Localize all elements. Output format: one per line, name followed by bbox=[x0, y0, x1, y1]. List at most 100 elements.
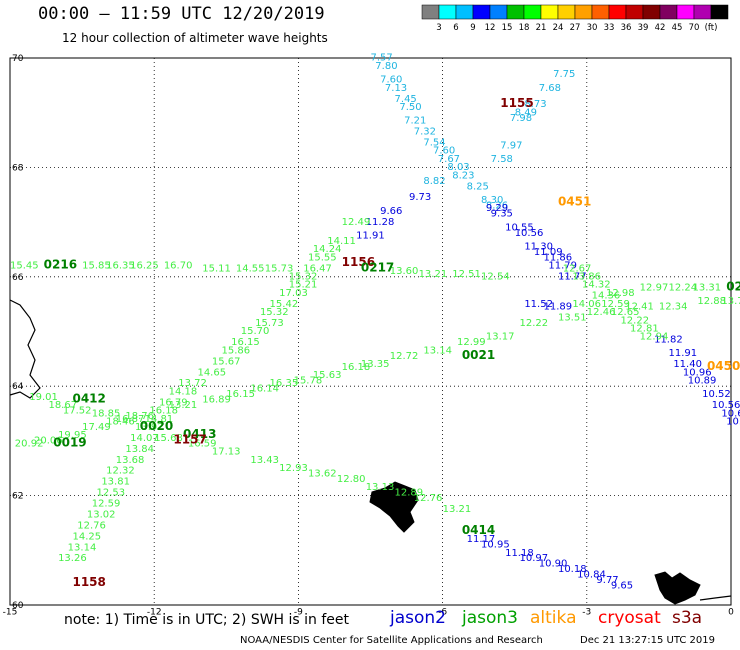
legend-altika: altika bbox=[530, 608, 577, 628]
swh-point: 13.14 bbox=[68, 542, 97, 553]
swh-point: 11.82 bbox=[654, 334, 683, 345]
x-tick-label: -3 bbox=[582, 608, 591, 618]
swh-point: 10.97 bbox=[520, 553, 549, 564]
swh-points: 7.577.807.607.137.457.507.217.327.547.60… bbox=[10, 53, 740, 592]
swh-point: 12.59 bbox=[92, 499, 121, 510]
scotland-coast bbox=[699, 595, 732, 601]
swh-point: 16.18 bbox=[342, 362, 371, 373]
colorbar-label: 45 bbox=[672, 23, 683, 33]
track-time-label: 0020 bbox=[140, 419, 173, 433]
swh-point: 8.25 bbox=[467, 181, 489, 192]
swh-point: 15.32 bbox=[260, 307, 289, 318]
swh-point: 16.14 bbox=[250, 384, 279, 395]
swh-point: 10.84 bbox=[577, 570, 606, 581]
track-time-label: 1157 bbox=[173, 433, 206, 447]
swh-point: 15.86 bbox=[221, 345, 250, 356]
x-tick-label: -15 bbox=[3, 608, 18, 618]
swh-point: 12.94 bbox=[640, 332, 669, 343]
colorbar-swatch bbox=[659, 4, 678, 20]
swh-point: 11.52 bbox=[524, 299, 553, 310]
swh-point: 16.18 bbox=[149, 406, 178, 417]
colorbar-label: 70 bbox=[689, 23, 700, 33]
swh-point: 7.60 bbox=[380, 75, 402, 86]
shetland-islands bbox=[654, 571, 701, 605]
swh-point: 12.88 bbox=[697, 296, 726, 307]
swh-point: 12.59 bbox=[601, 299, 630, 310]
swh-point: 16.79 bbox=[159, 397, 188, 408]
colorbar-label: 18 bbox=[519, 23, 530, 33]
colorbar: 3 6 9 12 15 18 21 24 27 30 33 36 39 42 45 70 (ft) bbox=[421, 4, 729, 33]
swh-point: 14.24 bbox=[313, 244, 342, 255]
swh-point: 15.85 bbox=[82, 261, 111, 272]
swh-point: 17.13 bbox=[212, 447, 241, 458]
swh-point: 8.49 bbox=[515, 107, 537, 118]
colorbar-label: 42 bbox=[655, 23, 666, 33]
swh-point: 13.21 bbox=[419, 269, 448, 280]
swh-point: 12.65 bbox=[611, 307, 640, 318]
track-time-label: 0413 bbox=[183, 427, 216, 441]
colorbar-swatch bbox=[574, 4, 593, 20]
swh-point: 12.54 bbox=[481, 272, 510, 283]
swh-point: 13.86 bbox=[572, 272, 601, 283]
footnote: note: 1) Time is in UTC; 2) SWH is in fe… bbox=[64, 612, 350, 628]
swh-point: 17.52 bbox=[63, 406, 92, 417]
swh-point: 10.56 bbox=[712, 400, 740, 411]
colorbar-swatch bbox=[506, 4, 525, 20]
swh-point: 19.01 bbox=[29, 392, 58, 403]
swh-point: 17.49 bbox=[82, 422, 111, 433]
swh-point: 7.97 bbox=[500, 140, 522, 151]
y-tick-label: 70 bbox=[12, 54, 24, 64]
swh-point: 12.98 bbox=[606, 288, 635, 299]
swh-point: 14.06 bbox=[572, 299, 601, 310]
legend-jason2: jason2 bbox=[390, 608, 446, 628]
swh-point: 15.78 bbox=[294, 375, 323, 386]
y-tick-labels: 60 62 64 66 68 70 bbox=[12, 54, 24, 611]
swh-point: 18.76 bbox=[125, 411, 154, 422]
swh-point: 7.98 bbox=[510, 113, 532, 124]
swh-point: 15.32 bbox=[289, 272, 318, 283]
swh-point: 13.72 bbox=[178, 378, 207, 389]
swh-point: 13.21 bbox=[169, 400, 198, 411]
swh-point: 7.68 bbox=[539, 83, 561, 94]
swh-point: 18.46 bbox=[106, 416, 135, 427]
swh-point: 7.21 bbox=[404, 116, 426, 127]
page-title: 00:00 — 11:59 UTC 12/20/2019 bbox=[38, 4, 325, 24]
swh-point: 12.32 bbox=[106, 466, 135, 477]
swh-point: 16.15 bbox=[231, 337, 260, 348]
swh-point: 15.11 bbox=[202, 263, 231, 274]
colorbar-label: 21 bbox=[536, 23, 547, 33]
track-time-label: 0021 bbox=[462, 348, 495, 362]
swh-point: 10.18 bbox=[558, 564, 587, 575]
y-tick-label: 64 bbox=[12, 382, 24, 392]
swh-point: 15.73 bbox=[265, 263, 294, 274]
swh-point: 16.70 bbox=[164, 261, 193, 272]
swh-point: 7.67 bbox=[438, 154, 460, 165]
swh-point: 7.75 bbox=[553, 69, 575, 80]
swh-point: 12.34 bbox=[659, 302, 688, 313]
track-time-label: 1158 bbox=[72, 575, 105, 589]
colorbar-label: 3 bbox=[436, 23, 441, 33]
swh-point: 12.46 bbox=[587, 307, 616, 318]
swh-point: 13.51 bbox=[558, 313, 587, 324]
swh-point: 12.22 bbox=[520, 318, 549, 329]
colorbar-swatch bbox=[472, 4, 491, 20]
swh-point: 12.80 bbox=[337, 474, 366, 485]
colorbar-swatch bbox=[523, 4, 542, 20]
swh-point: 17.03 bbox=[279, 288, 308, 299]
swh-point: 12.22 bbox=[620, 315, 649, 326]
track-time-label: 1155 bbox=[500, 96, 533, 110]
swh-point: 16.15 bbox=[226, 389, 255, 400]
swh-point: 12.89 bbox=[395, 488, 424, 499]
swh-point: 8.73 bbox=[524, 99, 546, 110]
colorbar-label: 36 bbox=[621, 23, 632, 33]
swh-point: 10.55 bbox=[505, 222, 534, 233]
swh-point: 20.92 bbox=[15, 438, 44, 449]
swh-point: 16.87 bbox=[116, 414, 145, 425]
y-tick-label: 62 bbox=[12, 492, 23, 502]
plot-frame bbox=[9, 57, 732, 606]
swh-point: 14.32 bbox=[582, 280, 611, 291]
swh-point: 15.70 bbox=[241, 326, 270, 337]
swh-point: 15.73 bbox=[255, 318, 284, 329]
track-time-label: 0217 bbox=[361, 260, 394, 274]
swh-point: 8.23 bbox=[452, 170, 474, 181]
